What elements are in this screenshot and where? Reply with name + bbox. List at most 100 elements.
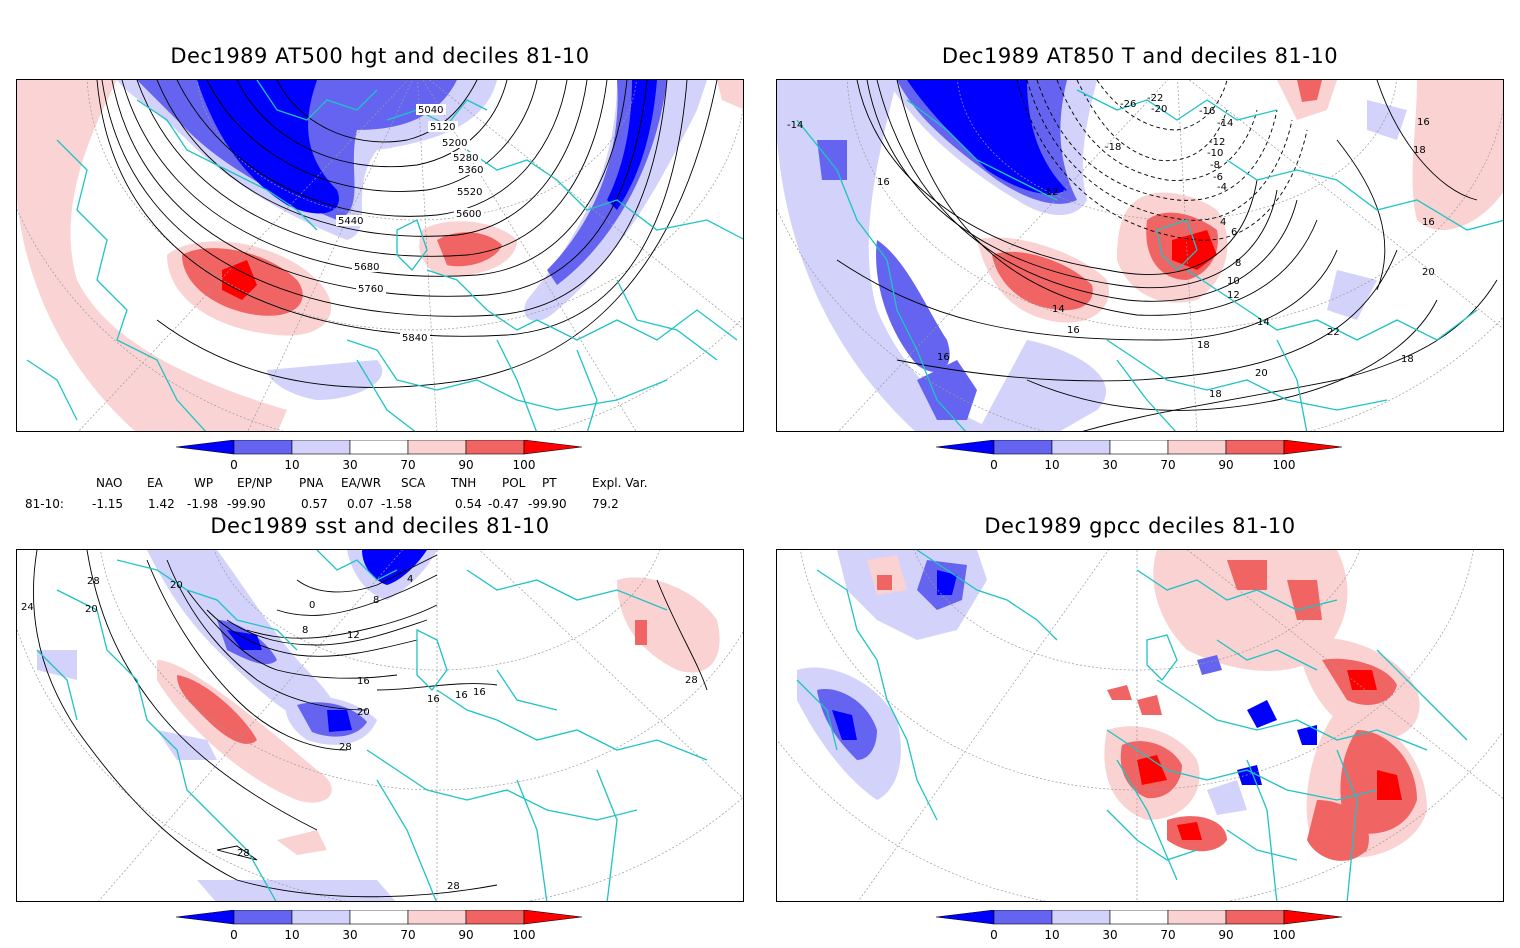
idx-value-nao: -1.15 [92, 497, 124, 511]
cbar-tick-90: 90 [458, 458, 474, 472]
colorbar-bottom-left: 0 10 30 70 90 100 [175, 909, 586, 948]
svg-text:-22: -22 [1147, 93, 1163, 104]
map-at850-temp: -26 -22 -20 -18 -16 -14 -12 -10 -8 -6 -4… [776, 79, 1504, 432]
svg-text:8: 8 [302, 625, 308, 636]
idx-header-nao: NAO [96, 476, 123, 490]
sst-contour-labels: 28 24 20 20 0 4 8 12 8 16 20 28 16 16 16… [21, 574, 698, 892]
svg-text:-14: -14 [787, 120, 803, 131]
idx-header-wp: WP [194, 476, 214, 490]
svg-text:20: 20 [357, 707, 370, 718]
svg-text:5760: 5760 [358, 284, 383, 295]
colorbar-top-right-svg [935, 439, 1343, 455]
cbar-tick-30: 30 [342, 928, 358, 942]
idx-header-tnh: TNH [451, 476, 477, 490]
svg-text:28: 28 [339, 742, 352, 753]
svg-text:5360: 5360 [458, 165, 483, 176]
svg-text:16: 16 [455, 690, 468, 701]
cbar-tick-10: 10 [1044, 458, 1060, 472]
idx-header-sca: SCA [401, 476, 426, 490]
cbar-tick-0: 0 [230, 458, 238, 472]
idx-header-pt: PT [542, 476, 557, 490]
svg-text:16: 16 [1422, 217, 1435, 228]
cbar-tick-100: 100 [512, 928, 536, 942]
svg-text:5840: 5840 [402, 333, 427, 344]
svg-text:-6: -6 [1213, 172, 1223, 183]
idx-header-pol: POL [502, 476, 526, 490]
map-sst: 28 24 20 20 0 4 8 12 8 16 20 28 16 16 16… [16, 549, 744, 902]
svg-text:20: 20 [1422, 267, 1435, 278]
idx-header-ea: EA [147, 476, 163, 490]
colorbar-top-right: 0 10 30 70 90 100 [935, 439, 1346, 478]
map-sst-svg: 28 24 20 20 0 4 8 12 8 16 20 28 16 16 16… [17, 550, 743, 901]
idx-header-eawr: EA/WR [341, 476, 382, 490]
cbar-tick-30: 30 [1102, 458, 1118, 472]
svg-text:20: 20 [170, 580, 183, 591]
svg-text:8: 8 [373, 595, 379, 606]
cbar-tick-0: 0 [990, 458, 998, 472]
svg-text:16: 16 [427, 694, 440, 705]
svg-text:18: 18 [1401, 354, 1414, 365]
svg-text:5600: 5600 [456, 209, 481, 220]
svg-text:24: 24 [21, 602, 34, 613]
svg-text:-20: -20 [1151, 104, 1167, 115]
svg-text:5520: 5520 [457, 187, 482, 198]
svg-text:5200: 5200 [442, 138, 467, 149]
cbar-tick-70: 70 [1160, 928, 1176, 942]
cbar-tick-70: 70 [1160, 458, 1176, 472]
svg-text:-16: -16 [1199, 106, 1215, 117]
cbar-tick-90: 90 [1218, 458, 1234, 472]
svg-text:20: 20 [1255, 368, 1268, 379]
panel-title-gpcc: Dec1989 gpcc deciles 81-10 [984, 514, 1296, 538]
svg-text:28: 28 [237, 848, 250, 859]
idx-value-eawr: 0.07 [347, 497, 374, 511]
cbar-tick-10: 10 [1044, 928, 1060, 942]
panel-title-at850: Dec1989 AT850 T and deciles 81-10 [941, 44, 1339, 68]
svg-text:-26: -26 [1120, 99, 1136, 110]
svg-text:16: 16 [1067, 325, 1080, 336]
svg-text:5440: 5440 [338, 216, 363, 227]
svg-text:28: 28 [447, 881, 460, 892]
map-gpcc-svg [777, 550, 1503, 901]
svg-text:16: 16 [1417, 117, 1430, 128]
colorbar-bottom-right: 0 10 30 70 90 100 [935, 909, 1346, 948]
idx-value-pol: -0.47 [488, 497, 520, 511]
idx-row-label: 81-10: [25, 497, 64, 511]
idx-header-explvar: Expl. Var. [592, 476, 648, 490]
cbar-tick-30: 30 [342, 458, 358, 472]
map-gpcc [776, 549, 1504, 902]
svg-text:0: 0 [309, 600, 315, 611]
cbar-tick-10: 10 [284, 458, 300, 472]
svg-text:4: 4 [1220, 217, 1226, 228]
map-at500-hgt: 5040 5120 5200 5280 5360 5440 5520 5600 … [16, 79, 744, 432]
svg-text:16: 16 [877, 177, 890, 188]
cbar-tick-70: 70 [400, 928, 416, 942]
cbar-tick-0: 0 [230, 928, 238, 942]
svg-text:14: 14 [1257, 317, 1270, 328]
svg-text:8: 8 [1235, 258, 1241, 269]
map-at850-svg: -26 -22 -20 -18 -16 -14 -12 -10 -8 -6 -4… [777, 80, 1503, 431]
svg-text:16: 16 [937, 352, 950, 363]
idx-value-wp: -1.98 [187, 497, 219, 511]
idx-value-ea: 1.42 [148, 497, 175, 511]
svg-text:6: 6 [1231, 227, 1237, 238]
svg-text:-18: -18 [1105, 142, 1121, 153]
svg-text:12: 12 [1227, 290, 1240, 301]
colorbar-bottom-left-svg [175, 909, 583, 925]
svg-text:12: 12 [347, 630, 360, 641]
cbar-tick-100: 100 [512, 458, 536, 472]
svg-text:4: 4 [407, 574, 413, 585]
colorbar-bottom-right-svg [935, 909, 1343, 925]
cbar-tick-30: 30 [1102, 928, 1118, 942]
cbar-tick-10: 10 [284, 928, 300, 942]
svg-text:10: 10 [1227, 276, 1240, 287]
cbar-tick-100: 100 [1272, 928, 1296, 942]
idx-value-pna: 0.57 [301, 497, 328, 511]
svg-text:5680: 5680 [354, 262, 379, 273]
svg-text:14: 14 [1052, 304, 1065, 315]
idx-header-pna: PNA [299, 476, 324, 490]
svg-text:-12: -12 [1209, 137, 1225, 148]
svg-text:22: 22 [1327, 327, 1340, 338]
svg-text:-14: -14 [1217, 118, 1233, 129]
svg-text:18: 18 [1209, 389, 1222, 400]
svg-text:5040: 5040 [418, 105, 443, 116]
